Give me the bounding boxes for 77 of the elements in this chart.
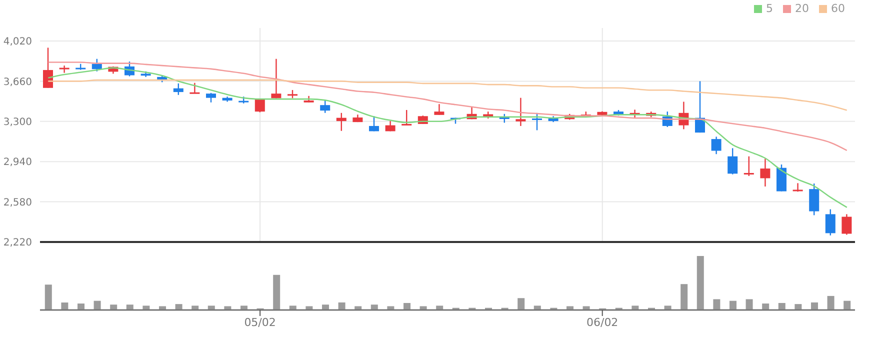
candlestick xyxy=(59,64,70,74)
legend-label: 20 xyxy=(795,2,809,15)
bar xyxy=(810,302,818,310)
candlestick xyxy=(516,97,526,127)
bar xyxy=(696,256,704,310)
bar xyxy=(778,302,786,310)
candlestick xyxy=(190,82,200,94)
candlestick xyxy=(43,47,53,88)
bar xyxy=(632,306,639,310)
line-series xyxy=(48,62,848,152)
candlestick xyxy=(728,148,738,175)
bar xyxy=(566,306,574,310)
candlestick xyxy=(402,109,412,126)
y-tick-label: 4,020 xyxy=(3,36,32,48)
y-tick-label: 3,660 xyxy=(3,76,32,88)
bar xyxy=(794,304,802,310)
bar xyxy=(370,304,378,310)
bar xyxy=(387,306,394,310)
candlestick xyxy=(760,158,770,188)
bar xyxy=(273,274,280,310)
bar xyxy=(126,304,134,310)
bar xyxy=(729,300,736,310)
bar xyxy=(158,306,166,310)
bar xyxy=(175,304,182,310)
candlestick xyxy=(842,214,852,236)
bar xyxy=(208,306,215,310)
y-tick-label: 2,580 xyxy=(3,197,32,208)
bar xyxy=(44,284,52,310)
bar xyxy=(403,302,410,310)
bar xyxy=(77,304,84,310)
y-tick-label: 3,300 xyxy=(3,116,32,128)
bar xyxy=(582,306,590,310)
bar xyxy=(746,299,753,310)
bar xyxy=(354,306,362,310)
bar xyxy=(518,298,525,310)
bar xyxy=(827,296,834,310)
candlestick xyxy=(254,98,265,113)
candlestick xyxy=(532,112,542,131)
bar xyxy=(664,306,672,310)
bar xyxy=(680,284,688,310)
candlestick xyxy=(92,58,102,72)
bar xyxy=(420,306,427,310)
candlestick xyxy=(320,99,330,114)
candlestick xyxy=(809,182,820,216)
bar xyxy=(240,306,248,310)
bar xyxy=(534,306,541,310)
candlestick xyxy=(369,116,379,132)
candlestick xyxy=(336,112,346,132)
legend-label: 60 xyxy=(831,2,845,15)
bar xyxy=(289,306,296,310)
bar xyxy=(224,306,232,310)
bar xyxy=(61,302,68,310)
candlestick xyxy=(711,136,722,155)
bar xyxy=(844,300,851,310)
candlestick xyxy=(206,92,216,104)
x-tick-label: 06/02 xyxy=(586,316,618,329)
bar xyxy=(713,299,720,310)
bar xyxy=(322,304,329,310)
bar xyxy=(94,300,101,310)
bar xyxy=(338,302,346,310)
bar xyxy=(762,304,770,310)
candlestick xyxy=(271,58,282,99)
bar xyxy=(142,306,150,310)
y-tick-label: 2,940 xyxy=(3,157,32,168)
x-tick-label: 05/02 xyxy=(244,316,276,329)
candlestick xyxy=(792,182,803,192)
candlestick xyxy=(744,156,754,177)
candlestick xyxy=(825,208,836,236)
candlestick xyxy=(173,82,184,96)
bar xyxy=(110,304,118,310)
candlestick xyxy=(434,103,444,116)
y-tick-label: 2,220 xyxy=(3,238,32,249)
bar xyxy=(436,306,444,310)
candlestick xyxy=(776,164,786,192)
bar xyxy=(306,306,313,310)
legend-label: 5 xyxy=(766,2,773,15)
bar xyxy=(192,306,199,310)
